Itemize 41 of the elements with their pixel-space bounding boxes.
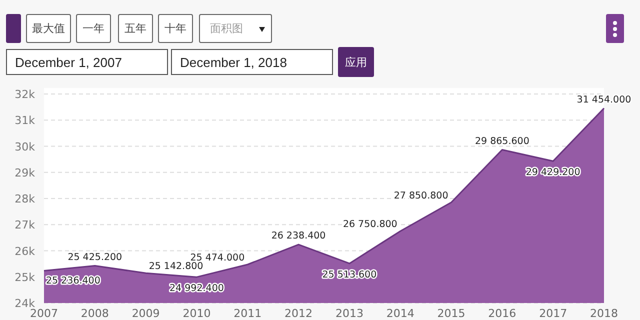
x-tick-label: 2011 — [234, 307, 262, 320]
data-label: 26 238.400 — [271, 230, 326, 242]
x-tick-label: 2015 — [437, 307, 466, 320]
data-label: 25 474.000 — [190, 252, 245, 264]
data-label: 25 236.400 — [46, 276, 100, 287]
text: 一年 — [76, 14, 111, 43]
y-tick-label: 31k — [14, 114, 36, 128]
text: December 1, 2007 — [6, 49, 168, 75]
y-tick-label: 25k — [14, 270, 36, 284]
data-label: 29 865.600 — [474, 136, 530, 147]
text: 应用 — [338, 47, 374, 77]
data-label: 27 850.800 — [394, 190, 448, 202]
x-tick-label: 2012 — [284, 307, 313, 320]
x-tick-label: 2008 — [80, 307, 109, 320]
y-tick-label: 28k — [14, 192, 36, 206]
y-tick-label: 29k — [14, 166, 36, 180]
text: 最大值 — [26, 14, 71, 43]
x-tick-label: 2014 — [386, 307, 414, 320]
text: 面积图 — [199, 14, 272, 43]
data-label: 25 425.200 — [68, 252, 122, 263]
y-tick-label: 24k — [14, 297, 36, 310]
x-tick-label: 2009 — [132, 307, 160, 320]
y-tick-label: 26k — [14, 244, 36, 258]
x-tick-label: 2016 — [488, 307, 516, 320]
y-tick-label: 32k — [14, 88, 36, 101]
x-tick-label: 2018 — [590, 307, 618, 320]
text: 五年 — [118, 14, 153, 43]
text: 十年 — [158, 14, 193, 43]
x-tick-label: 2017 — [539, 307, 568, 320]
text: December 1, 2018 — [171, 49, 333, 75]
data-label: 29 429.200 — [526, 167, 580, 178]
x-tick-label: 2007 — [30, 307, 58, 320]
x-tick-label: 2013 — [335, 307, 364, 320]
y-tick-label: 30k — [14, 140, 36, 154]
data-label: 31 454.000 — [576, 94, 632, 106]
y-tick-label: 27k — [14, 218, 36, 232]
x-tick-label: 2010 — [182, 307, 211, 320]
data-label: 25 513.600 — [322, 269, 377, 280]
data-label: 26 750.800 — [342, 219, 398, 230]
data-label: 24 992.400 — [170, 283, 224, 294]
data-label: 25 142.800 — [148, 261, 204, 272]
